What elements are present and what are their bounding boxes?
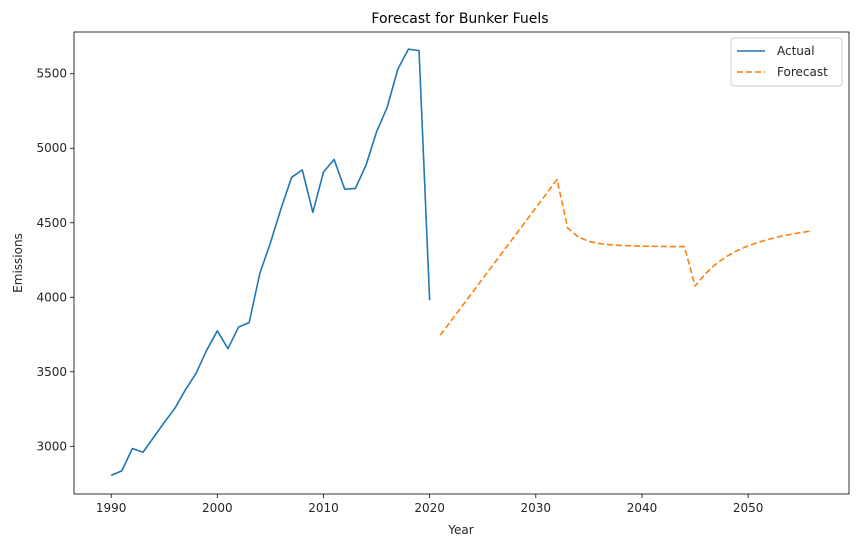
y-axis: 3000 3500 4000 4500 5000 5500 — [36, 67, 74, 453]
x-tick-label: 2020 — [414, 501, 445, 515]
x-tick-label: 2050 — [733, 501, 764, 515]
y-tick-label: 5000 — [36, 141, 67, 155]
y-tick-label: 4000 — [36, 290, 67, 304]
y-tick-label: 3000 — [36, 439, 67, 453]
plot-area — [110, 48, 812, 477]
legend-box — [730, 37, 843, 87]
x-tick-label: 1990 — [96, 501, 127, 515]
legend-label-forecast: Forecast — [777, 65, 828, 79]
x-axis: 1990 2000 2010 2020 2030 2040 2050 — [96, 494, 764, 515]
y-tick-label: 3500 — [36, 365, 67, 379]
x-tick-label: 2040 — [627, 501, 658, 515]
y-tick-label: 4500 — [36, 216, 67, 230]
chart-title: Forecast for Bunker Fuels — [371, 11, 548, 27]
y-axis-label: Emissions — [11, 233, 25, 293]
series-line-forecast — [439, 178, 812, 336]
x-tick-label: 2000 — [202, 501, 233, 515]
plot-frame — [73, 31, 850, 495]
x-tick-label: 2030 — [521, 501, 552, 515]
x-tick-label: 2010 — [308, 501, 339, 515]
legend-label-actual: Actual — [777, 44, 815, 58]
legend: Actual Forecast — [730, 37, 843, 87]
x-axis-label: Year — [447, 523, 473, 537]
series-line-actual — [110, 48, 431, 477]
y-tick-label: 5500 — [36, 67, 67, 81]
